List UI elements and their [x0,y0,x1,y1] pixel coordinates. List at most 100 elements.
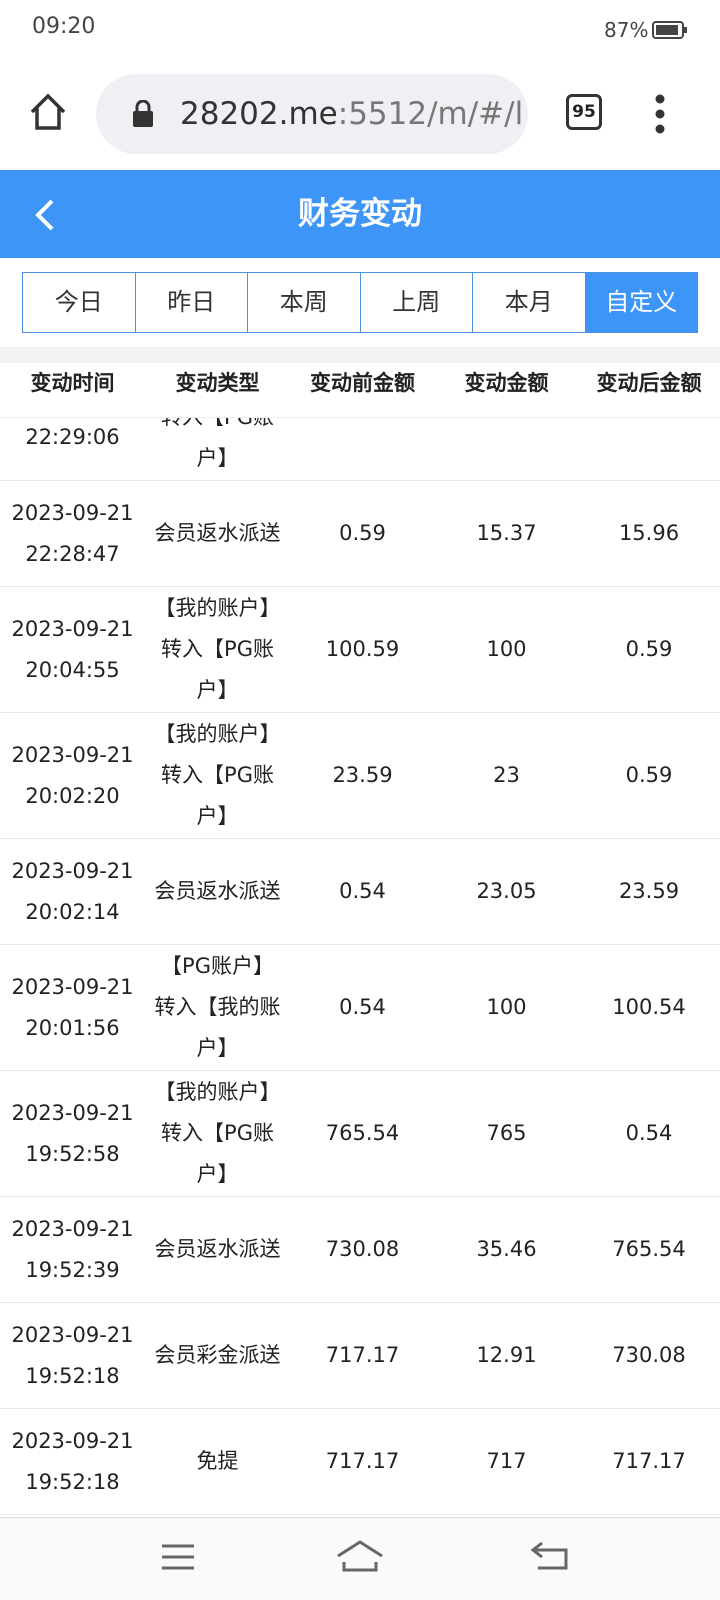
after-value: 0.59 [625,763,673,787]
cell: 2023-09-21 20:02:14 [0,851,145,933]
after-value: 23.59 [618,879,680,903]
time-line: 20:02:14 [25,899,120,924]
time-line: 19:52:18 [25,1363,120,1388]
before-value: 765.54 [325,1121,400,1145]
table-row: 2023-09-21 20:02:14 会员返水派送 0.54 23.05 23.59 [0,839,720,945]
table-row: 2023-09-21 20:01:56 【PG账户】 转入【我的账 户】 0.54 100 1… [0,945,720,1071]
cell: 2023-09-21 20:04:55 [0,609,145,691]
cell: 会员彩金派送 [145,1335,290,1376]
cell: 0.59 [578,755,720,796]
browser-bar: 28202.me:5512/m/#/l 95 [0,60,720,170]
cell: 会员返水派送 [145,871,290,912]
type-line: 户】 [196,1036,239,1060]
cell: 转入【PG账户】 [145,418,290,479]
cell: 0.59 [290,513,435,554]
home-button[interactable] [28,92,68,132]
cell: 717.17 [290,1441,435,1482]
after-value: 15.96 [618,521,680,545]
cell: 会员返水派送 [145,513,290,554]
cell: 730.08 [290,1229,435,1270]
time-line: 20:01:56 [25,1015,120,1040]
amount-value: 717 [486,1449,527,1473]
after-value: 717.17 [612,1449,686,1473]
time-line: 2023-09-21 [11,1216,134,1241]
cell: 23.59 [290,755,435,796]
time-line: 22:28:47 [25,541,120,566]
after-value: 0.54 [625,1121,673,1145]
cell: 23 [435,755,578,796]
status-bar: 09:20 87% [0,0,720,60]
home-key[interactable] [336,1538,384,1574]
type-line: 会员返水派送 [154,879,281,903]
tab[interactable]: 自定义 [584,272,698,333]
table-row: 2023-09-21 19:52:18 会员彩金派送 717.17 12.91 730.0… [0,1303,720,1409]
amount-value: 12.91 [476,1343,537,1367]
table-row: 2023-09-21 22:28:47 会员返水派送 0.59 15.37 15.96 [0,481,720,587]
type-line: 转入【PG账 [161,763,274,787]
column-header: 变动时间 [30,371,115,395]
before-value: 730.08 [325,1237,400,1261]
time-line: 2023-09-21 [11,974,134,999]
time-line: 2023-09-21 [11,742,134,767]
cell: 2023-09-21 22:28:47 [0,493,145,575]
time-line: 20:02:20 [25,783,120,808]
cell: 717.17 [290,1335,435,1376]
address-bar[interactable]: 28202.me:5512/m/#/l [96,74,528,154]
time-line: 20:04:55 [25,657,120,682]
cell: 717.17 [578,1441,720,1482]
tab[interactable]: 今日 [22,272,136,333]
time-line: 2023-09-21 [11,858,134,883]
table-row: 2023-09-21 20:02:20 【我的账户】 转入【PG账 户】 23.59 23 0… [0,713,720,839]
type-line: 转入【我的账 [154,995,281,1019]
cell: 【PG账户】 转入【我的账 户】 [145,946,290,1069]
before-value: 0.54 [339,995,386,1019]
after-value: 100.54 [612,995,686,1019]
time-line: 22:29:06 [25,425,120,449]
table-row: 2023-09-21 19:52:18 免提 717.17 717 717.17 [0,1409,720,1515]
type-line: 转入【PG账 [145,418,290,438]
type-line: 转入【PG账 [161,637,274,661]
before-value: 0.59 [339,521,386,545]
column-header: 变动前金额 [310,371,415,395]
menu-button[interactable] [654,94,666,134]
after-value: 0.59 [625,637,673,661]
battery-icon [652,21,687,39]
cell: 0.59 [578,629,720,670]
tab[interactable]: 上周 [359,272,473,333]
column-header: 变动金额 [464,371,549,395]
cell: 0.54 [290,871,435,912]
tab[interactable]: 昨日 [134,272,248,333]
before-value: 23.59 [332,763,393,787]
table-body: 22:29:06转入【PG账户】15.96150.962023-09-2122:… [0,418,720,1517]
tab-count[interactable]: 95 [566,94,602,130]
time-line: 2023-09-21 [11,500,134,525]
cell: 2023-09-21 20:01:56 [0,967,145,1049]
time-line: 2023-09-21 [11,1322,134,1347]
battery-level: 87% [604,18,649,42]
cell: 100 [435,629,578,670]
cell: 0.54 [578,1113,720,1154]
tab[interactable]: 本周 [247,272,361,333]
back-button[interactable] [32,198,56,232]
cell: 【我的账户】 转入【PG账 户】 [145,1072,290,1195]
cell: 2023-09-21 19:52:39 [0,1209,145,1291]
type-line: 【我的账户】 [154,722,281,746]
time-line: 19:52:18 [25,1469,120,1494]
tab[interactable]: 本月 [472,272,586,333]
type-line: 会员返水派送 [154,521,281,545]
table-header: 变动时间 变动类型 变动前金额 变动金额 变动后金额 [0,363,720,418]
cell: 100.54 [578,987,720,1028]
time-line: 19:52:58 [25,1141,120,1166]
menu-key[interactable] [160,1542,196,1572]
amount-value: 100 [486,995,527,1019]
cell: 免提 [145,1441,290,1482]
after-value: 765.54 [612,1237,686,1261]
cell: 15.37 [435,513,578,554]
column-header: 变动类型 [175,371,260,395]
type-line: 户】 [196,445,239,470]
back-key[interactable] [530,1540,570,1572]
column-header: 变动后金额 [596,371,702,395]
table-row: 2023-09-21 19:52:58 【我的账户】 转入【PG账 户】 765.54 76… [0,1071,720,1197]
cell: 23.59 [578,871,720,912]
